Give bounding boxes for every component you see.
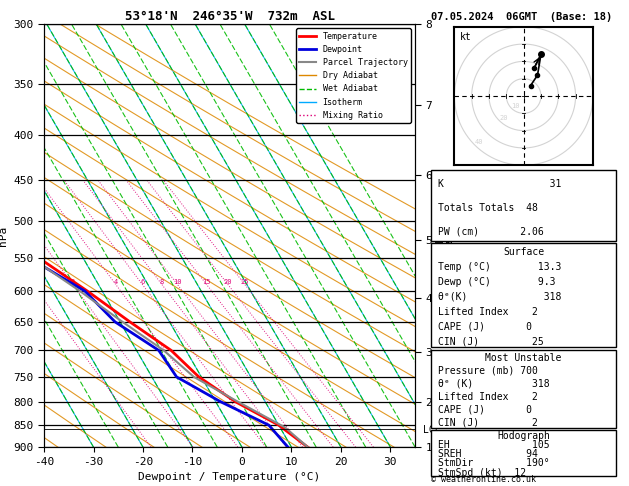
Text: Surface: Surface — [503, 247, 544, 257]
Text: 07.05.2024  06GMT  (Base: 18): 07.05.2024 06GMT (Base: 18) — [431, 12, 612, 22]
Text: 10: 10 — [173, 278, 182, 285]
X-axis label: Dewpoint / Temperature (°C): Dewpoint / Temperature (°C) — [138, 472, 321, 483]
Text: 15: 15 — [203, 278, 211, 285]
Text: EH              105: EH 105 — [438, 440, 550, 450]
Text: Pressure (mb) 700: Pressure (mb) 700 — [438, 365, 538, 376]
Text: kt: kt — [460, 32, 472, 42]
Text: 6: 6 — [140, 278, 145, 285]
Text: Dewp (°C)        9.3: Dewp (°C) 9.3 — [438, 277, 556, 287]
Text: Lifted Index    2: Lifted Index 2 — [438, 307, 538, 317]
Y-axis label: km
ASL: km ASL — [435, 227, 457, 244]
Text: 4: 4 — [114, 278, 118, 285]
Text: θᵉ(K)             318: θᵉ(K) 318 — [438, 292, 562, 302]
Text: 2: 2 — [71, 278, 75, 285]
Text: LCL: LCL — [423, 425, 440, 434]
Text: Mixing Ratio (g/kg): Mixing Ratio (g/kg) — [445, 180, 455, 292]
Text: CIN (J)         25: CIN (J) 25 — [438, 336, 544, 347]
Y-axis label: hPa: hPa — [0, 226, 8, 246]
Text: StmSpd (kt)  12: StmSpd (kt) 12 — [438, 468, 526, 478]
Text: SREH           94: SREH 94 — [438, 449, 538, 459]
Text: 20: 20 — [499, 115, 508, 121]
Text: 25: 25 — [241, 278, 249, 285]
Title: 53°18'N  246°35'W  732m  ASL: 53°18'N 246°35'W 732m ASL — [125, 10, 335, 23]
Text: θᵉ (K)          318: θᵉ (K) 318 — [438, 379, 550, 389]
Text: Hodograph: Hodograph — [497, 431, 550, 441]
Text: CAPE (J)       0: CAPE (J) 0 — [438, 322, 532, 331]
Text: Lifted Index    2: Lifted Index 2 — [438, 392, 538, 401]
Text: Most Unstable: Most Unstable — [486, 353, 562, 363]
Text: 20: 20 — [224, 278, 232, 285]
Text: © weatheronline.co.uk: © weatheronline.co.uk — [431, 474, 536, 484]
Text: StmDir         190°: StmDir 190° — [438, 458, 550, 469]
Text: PW (cm)       2.06: PW (cm) 2.06 — [438, 226, 544, 236]
Text: K                  31: K 31 — [438, 179, 562, 189]
Text: Temp (°C)        13.3: Temp (°C) 13.3 — [438, 262, 562, 272]
Text: CIN (J)         2: CIN (J) 2 — [438, 417, 538, 428]
Text: CAPE (J)       0: CAPE (J) 0 — [438, 404, 532, 415]
Text: 40: 40 — [475, 139, 484, 145]
Legend: Temperature, Dewpoint, Parcel Trajectory, Dry Adiabat, Wet Adiabat, Isotherm, Mi: Temperature, Dewpoint, Parcel Trajectory… — [296, 29, 411, 123]
Text: 10: 10 — [511, 103, 520, 109]
Text: 8: 8 — [160, 278, 164, 285]
Text: Totals Totals  48: Totals Totals 48 — [438, 203, 538, 213]
